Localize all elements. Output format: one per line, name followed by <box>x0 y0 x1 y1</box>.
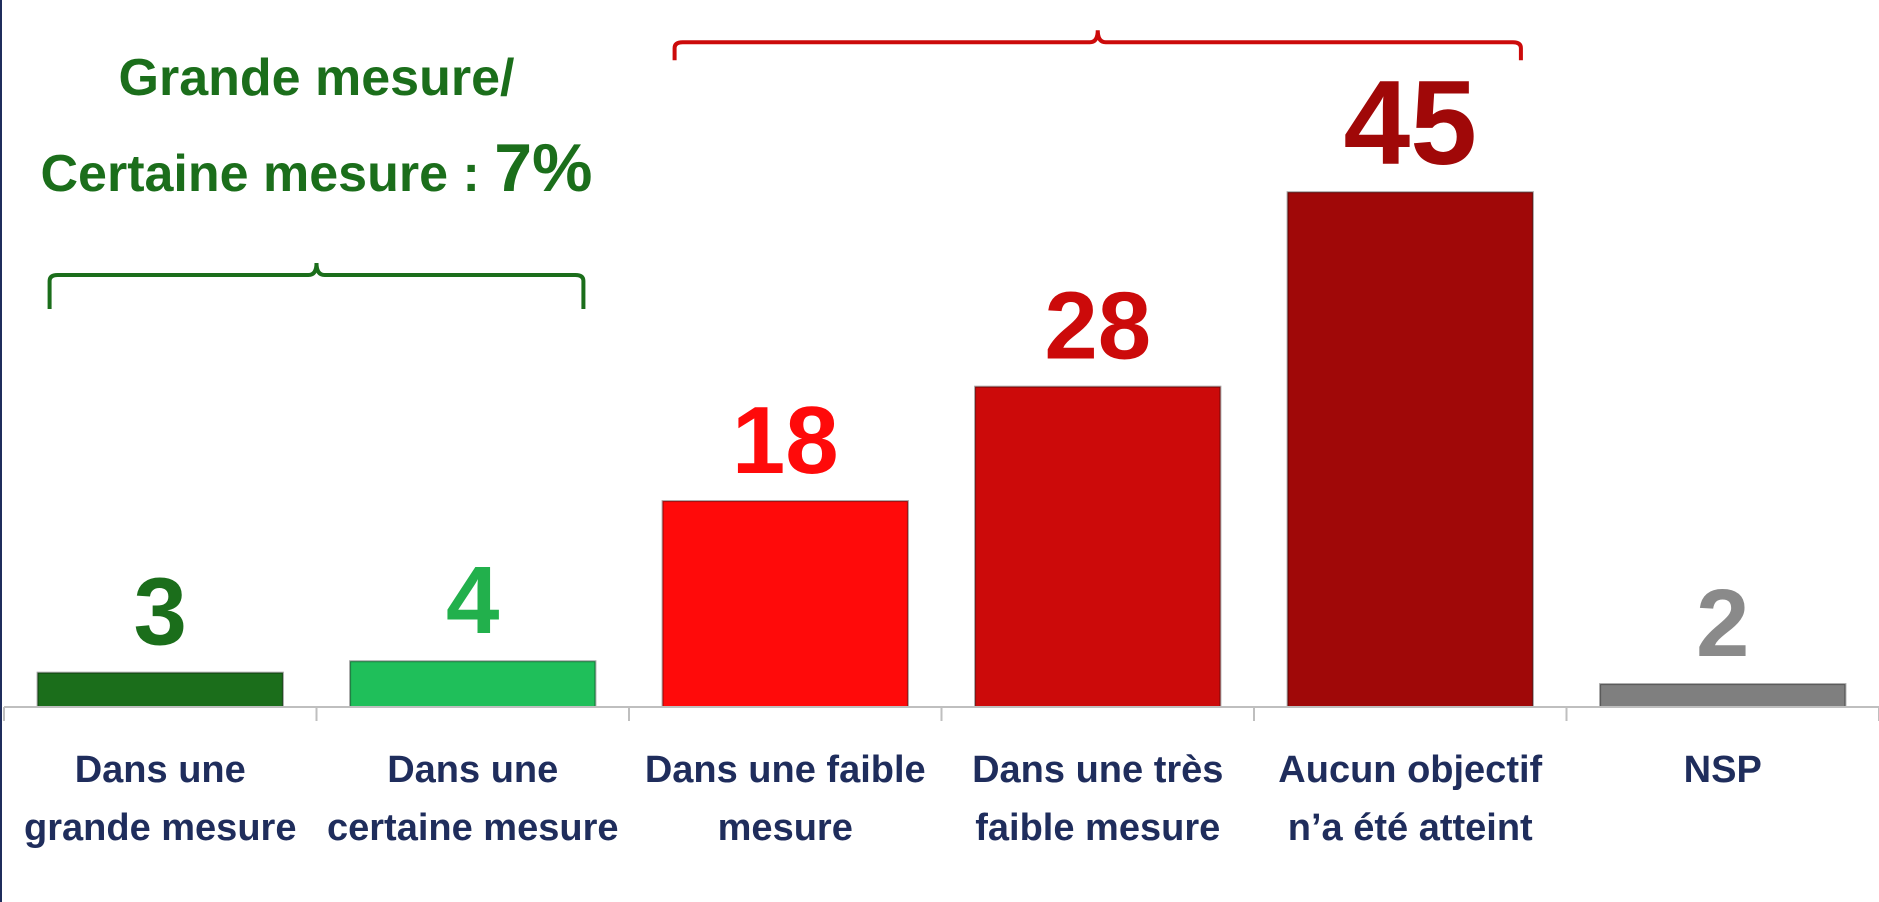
bar <box>1286 191 1534 708</box>
annotation-text: Certaine mesure : <box>40 145 479 203</box>
x-tick-label: Dans une grande mesure <box>24 749 297 849</box>
annotation-text: Grande mesure/ <box>119 49 515 107</box>
x-tick-label: Dans une très faible mesure <box>972 749 1224 849</box>
bar <box>36 671 284 708</box>
value-label: 18 <box>732 387 839 494</box>
bracket <box>672 30 1523 61</box>
value-label: 28 <box>1044 273 1151 380</box>
value-label: 45 <box>1344 56 1477 190</box>
bar <box>349 660 597 708</box>
annotation-highlight: 7% <box>494 130 592 206</box>
bracket <box>47 262 586 309</box>
annotation-space <box>480 145 494 203</box>
value-label: 2 <box>1696 570 1749 677</box>
annotation: Grande mesure/ <box>119 49 515 107</box>
x-tick-label: Aucun objectif n’a été atteint <box>1278 749 1543 849</box>
annotation: Certaine mesure : 7% <box>40 130 592 206</box>
x-tick-label: Dans une faible mesure <box>644 749 926 849</box>
x-tick-label: Dans une certaine mesure <box>327 749 619 849</box>
bar <box>1599 683 1847 708</box>
value-label: 3 <box>134 559 187 666</box>
x-tick-label: NSP <box>1683 749 1762 791</box>
bar <box>661 500 909 708</box>
bar <box>974 385 1222 708</box>
value-label: 4 <box>446 547 499 654</box>
